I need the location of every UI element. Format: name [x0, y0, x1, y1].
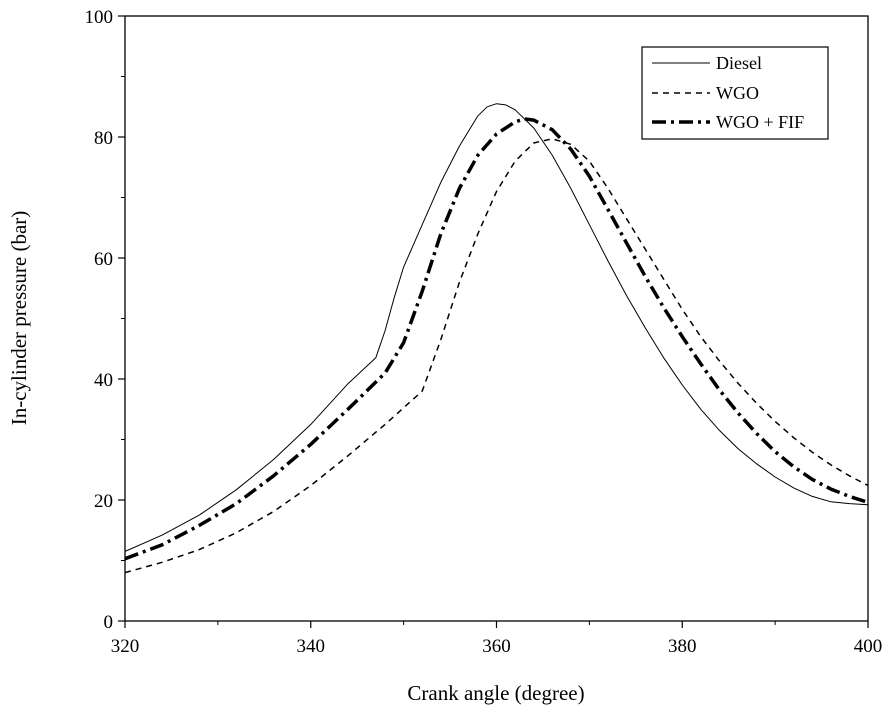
x-tick-label: 340 [297, 636, 326, 657]
y-tick-label: 20 [94, 491, 113, 512]
x-tick-label: 320 [111, 636, 140, 657]
y-tick-label: 40 [94, 370, 113, 391]
x-tick-label: 380 [668, 636, 697, 657]
x-tick-label: 400 [854, 636, 883, 657]
y-tick-label: 60 [94, 249, 113, 270]
series-line-3 [124, 117, 869, 561]
legend-label-wgo-fif: WGO + FIF [716, 112, 804, 132]
legend: Diesel WGO WGO + FIF [641, 46, 829, 140]
y-tick-label: 100 [85, 7, 114, 28]
series-layer [124, 103, 869, 574]
y-tick-label: 0 [104, 612, 114, 633]
y-tick-label: 80 [94, 128, 113, 149]
series-line-1 [124, 103, 869, 552]
y-axis-label: In-cylinder pressure (bar) [7, 211, 31, 426]
x-tick-label: 360 [482, 636, 511, 657]
axis-ticks: 320 340 360 380 400 0 20 40 60 80 100 [85, 7, 883, 657]
series-line-2 [124, 138, 869, 574]
x-axis-label: Crank angle (degree) [407, 681, 584, 705]
legend-label-diesel: Diesel [716, 53, 762, 73]
legend-label-wgo: WGO [716, 83, 759, 103]
